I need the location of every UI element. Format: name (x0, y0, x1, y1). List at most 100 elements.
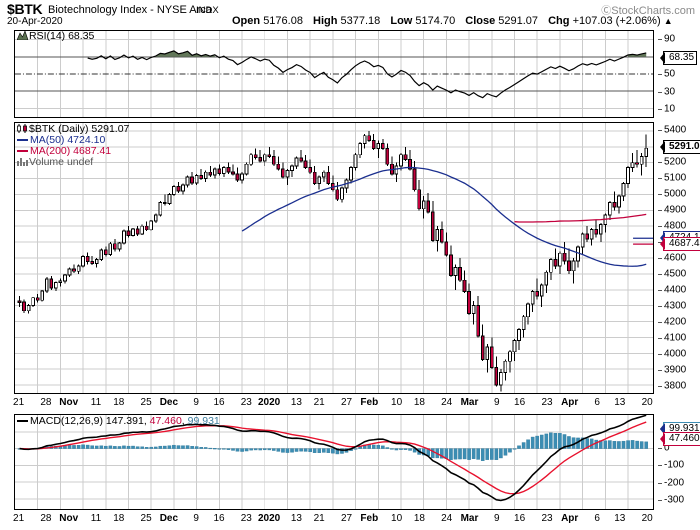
x-tick-bottom: Mar (460, 513, 479, 524)
exchange-label: INDX (196, 5, 219, 16)
x-tick-top: 9 (193, 397, 199, 408)
price-axis-tick: 4800 (664, 220, 687, 232)
rsi-axis-tick: 50 (664, 68, 676, 80)
rsi-axis-tick: 30 (664, 86, 676, 98)
price-axis-tickmark (658, 226, 662, 227)
x-tick-top: Apr (561, 397, 579, 408)
price-axis-tickmark (658, 354, 662, 355)
x-tick-bottom: 24 (441, 513, 453, 524)
x-tick-top: Dec (159, 397, 179, 408)
legend-row-ma200: MA(200) 4687.41 (17, 146, 129, 157)
price-axis-tick: 4900 (664, 204, 687, 216)
x-tick-bottom: 18 (413, 513, 425, 524)
x-tick-bottom: Feb (360, 513, 379, 524)
x-tick-bottom: 9 (193, 513, 199, 524)
price-axis-tickmark (658, 386, 662, 387)
x-tick-bottom: 11 (90, 513, 102, 524)
symbol-ticker: $BTK (7, 1, 43, 17)
x-tick-top: 23 (240, 397, 252, 408)
price-axis-tickmark (658, 130, 662, 131)
x-tick-top: 13 (290, 397, 302, 408)
price-legend-label: $BTK (Daily) 5291.07 (29, 123, 130, 135)
x-tick-top: 16 (213, 397, 225, 408)
macd-axis-tickmark (658, 482, 662, 484)
line-icon-macd (17, 420, 28, 422)
x-tick-top: 11 (90, 397, 102, 408)
rsi-legend: RSI(14) 68.35 (16, 30, 95, 42)
rsi-icon (16, 30, 29, 41)
price-axis-tick: 5000 (664, 188, 687, 200)
x-tick-bottom: 21 (13, 513, 25, 524)
x-tick-bottom: Dec (159, 513, 179, 524)
macd-axis-tick: -200 (664, 477, 685, 489)
x-tick-top: Nov (59, 397, 79, 408)
rsi-panel (14, 30, 654, 118)
x-tick-top: 20 (641, 397, 653, 408)
ma50-legend-label: MA(50) 4724.10 (30, 134, 106, 146)
price-axis-tickmark (658, 290, 662, 291)
price-panel (14, 122, 654, 394)
rsi-axis-tickmark (658, 38, 662, 40)
macd-legend-sep1: , (143, 415, 150, 427)
x-tick-bottom: 23 (541, 513, 553, 524)
rsi-legend-label: RSI(14) 68.35 (29, 30, 95, 42)
price-value-flag: 5291.07 (663, 140, 700, 155)
price-axis-tick: 4400 (664, 284, 687, 296)
price-axis-tickmark (658, 322, 662, 323)
x-tick-bottom: 16 (514, 513, 526, 524)
price-axis-tick: 5400 (664, 124, 687, 136)
price-axis-tick: 4300 (664, 300, 687, 312)
x-tick-bottom: 28 (40, 513, 52, 524)
macd-legend-main: MACD(12,26,9) 147.391 (30, 415, 144, 427)
x-tick-bottom: Nov (59, 513, 79, 524)
x-tick-top: 16 (514, 397, 526, 408)
close-value: 5291.07 (498, 15, 539, 27)
x-tick-bottom: 27 (340, 513, 353, 524)
security-name: Biotechnology Index - NYSE Arca (48, 4, 212, 16)
quote-date: 20-Apr-2020 (7, 16, 63, 27)
open-label: Open (232, 15, 261, 27)
x-tick-top: 23 (541, 397, 553, 408)
low-value: 5174.70 (415, 15, 456, 27)
x-axis-top: 21 28 Nov 11 18 25 Dec 9 16 23 2020 13 21 27 Feb 10 18 24… (0, 396, 700, 412)
chg-label: Chg (548, 15, 570, 27)
x-tick-bottom: 13 (614, 513, 626, 524)
macd-value-flag: 47.460 (663, 432, 700, 447)
price-axis-tick: 5100 (664, 172, 687, 184)
price-plot (15, 123, 653, 393)
rsi-axis-tickmark (658, 74, 662, 75)
x-tick-bottom: 10 (391, 513, 403, 524)
macd-axis-tick: -300 (664, 494, 685, 506)
x-tick-top: 10 (391, 397, 403, 408)
high-value: 5377.18 (340, 15, 381, 27)
macd-panel (14, 414, 654, 510)
x-tick-top: 18 (413, 397, 425, 408)
x-tick-top: 24 (441, 397, 453, 408)
chg-value: +107.03 (+2.06%) (572, 15, 661, 27)
price-axis-tick: 3900 (664, 364, 687, 376)
low-label: Low (390, 15, 413, 27)
price-axis-tick: 4100 (664, 332, 687, 344)
price-axis-tick: 4200 (664, 316, 687, 328)
price-axis-tickmark (658, 338, 662, 339)
copyright-icon: Ⓒ (601, 6, 612, 17)
legend-row-price: $BTK (Daily) 5291.07 (17, 124, 129, 135)
x-tick-top: Feb (360, 397, 379, 408)
rsi-axis-tick: 10 (664, 103, 676, 115)
rsi-axis-tick: 90 (664, 33, 676, 45)
line-icon-ma50 (17, 139, 28, 141)
x-tick-bottom: Apr (561, 513, 579, 524)
volume-icon (17, 157, 28, 166)
price-axis-tickmark (658, 178, 662, 179)
x-tick-top: 21 (13, 397, 25, 408)
price-axis-tickmark (658, 274, 662, 275)
stockcharts-watermark: ⒸStockCharts.com (601, 5, 695, 17)
price-axis-tick: 4600 (664, 252, 687, 264)
rsi-plot (15, 31, 653, 117)
x-axis-bottom: 21 28 Nov 11 18 25 Dec 9 16 23 2020 13 21 27 Feb 10 18 24… (0, 512, 700, 528)
legend-row-ma50: MA(50) 4724.10 (17, 135, 129, 146)
macd-legend-hist: 99.931 (187, 415, 220, 427)
up-arrow-icon: ▲ (663, 16, 673, 26)
macd-axis-tickmark (658, 499, 662, 501)
